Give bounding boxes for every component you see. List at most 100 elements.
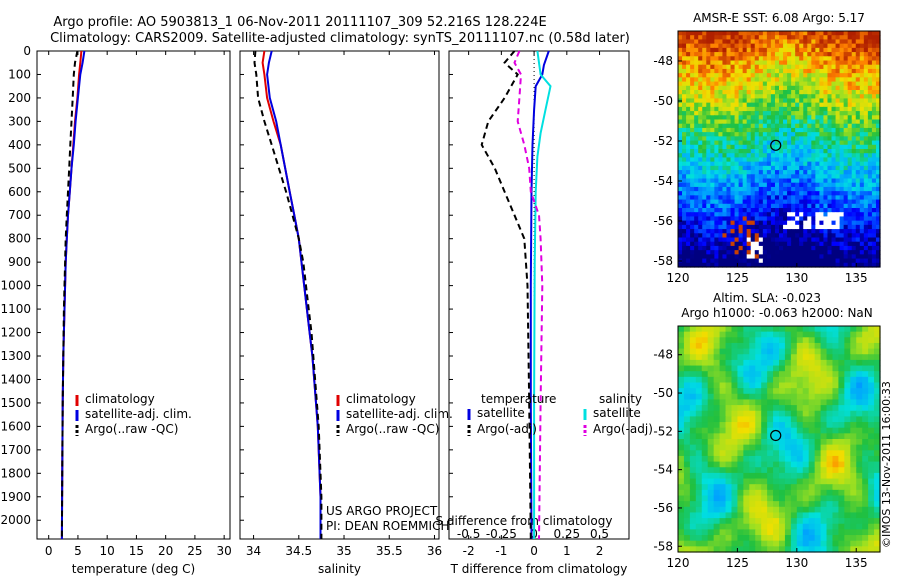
map-cell: [802, 388, 810, 395]
map-cell: [746, 77, 752, 83]
map-cell: [784, 376, 792, 384]
map-cell: [847, 115, 853, 121]
map-cell: [779, 365, 786, 372]
map-cell: [847, 43, 853, 49]
map-cell: [835, 85, 841, 91]
map-cell: [722, 68, 728, 74]
map-cell: [746, 161, 752, 167]
map-cell: [868, 433, 875, 440]
map-cell: [737, 489, 744, 497]
map-cell: [678, 540, 685, 547]
x-tick-label: 125: [726, 271, 749, 285]
map-cell: [719, 331, 727, 338]
map-cell: [835, 241, 841, 247]
map-cell: [875, 208, 881, 213]
map-cell: [862, 540, 869, 547]
map-cell: [758, 212, 764, 218]
map-cell: [784, 416, 792, 423]
map-cell: [799, 31, 804, 36]
map-cell: [796, 331, 804, 338]
map-cell: [722, 212, 728, 218]
map-cell: [694, 157, 699, 163]
map-cell: [767, 461, 774, 468]
map-cell: [795, 224, 800, 230]
map-cell: [838, 331, 845, 338]
map-cell: [784, 388, 792, 395]
map-cell: [689, 439, 697, 446]
map-cell: [694, 81, 699, 87]
map-cell: [773, 461, 780, 468]
map-cell: [847, 136, 853, 142]
map-cell: [730, 140, 736, 146]
map-cell: [790, 523, 798, 530]
map-cell: [823, 106, 829, 112]
map-cell: [802, 535, 810, 542]
map-cell: [726, 149, 732, 154]
map-cell: [863, 178, 869, 184]
map-cell: [762, 35, 768, 41]
map-cell: [871, 191, 877, 196]
map-cell: [791, 208, 796, 213]
map-cell: [779, 376, 786, 384]
map-cell: [803, 224, 808, 230]
map-cell: [689, 359, 697, 367]
map-cell: [851, 136, 857, 142]
map-cell: [718, 85, 724, 91]
map-cell: [770, 90, 776, 95]
map-cell: [868, 410, 875, 417]
map-cell: [758, 94, 764, 100]
map-cell: [770, 111, 776, 116]
map-cell: [859, 127, 865, 133]
map-cell: [734, 153, 740, 159]
map-cell: [755, 433, 762, 440]
map-cell: [832, 444, 840, 451]
map-cell: [847, 81, 853, 87]
map-cell: [867, 90, 873, 95]
map-cell: [787, 245, 792, 251]
map-cell: [874, 410, 881, 417]
map-cell: [710, 229, 715, 234]
map-cell: [690, 43, 695, 49]
map-cell: [774, 43, 780, 49]
map-cell: [686, 157, 691, 163]
map-cell: [766, 199, 772, 205]
map-cell: [859, 60, 865, 66]
map-cell: [746, 182, 752, 188]
map-cell: [820, 518, 828, 525]
map-cell: [746, 52, 752, 57]
map-cell: [746, 43, 752, 49]
map-cell: [827, 161, 833, 167]
map-cell: [755, 495, 762, 502]
map-cell: [862, 365, 869, 372]
map-cell: [755, 427, 762, 434]
map-cell: [859, 199, 865, 205]
map-cell: [819, 140, 825, 146]
map-cell: [875, 85, 881, 91]
map-cell: [767, 439, 774, 446]
map-cell: [743, 376, 750, 384]
map-cell: [695, 546, 703, 553]
map-cell: [722, 220, 728, 226]
map-cell: [803, 182, 808, 188]
map-cell: [719, 523, 727, 530]
map-cell: [850, 331, 857, 338]
map-cell: [783, 115, 788, 121]
map-cell: [787, 115, 792, 121]
map-cell: [714, 43, 719, 49]
map-cell: [783, 250, 788, 255]
map-cell: [783, 85, 788, 91]
map-cell: [856, 506, 863, 514]
map-cell: [714, 191, 719, 196]
map-cell: [686, 199, 691, 205]
map-cell: [787, 165, 792, 171]
map-cell: [843, 31, 849, 36]
map-cell: [754, 132, 760, 137]
map-cell: [690, 182, 695, 188]
map-cell: [678, 399, 685, 406]
map-cell: [758, 245, 764, 251]
map-cell: [832, 326, 840, 333]
map-cell: [726, 174, 732, 180]
map-cell: [843, 224, 849, 230]
map-cell: [862, 501, 869, 508]
map-cell: [827, 186, 833, 192]
